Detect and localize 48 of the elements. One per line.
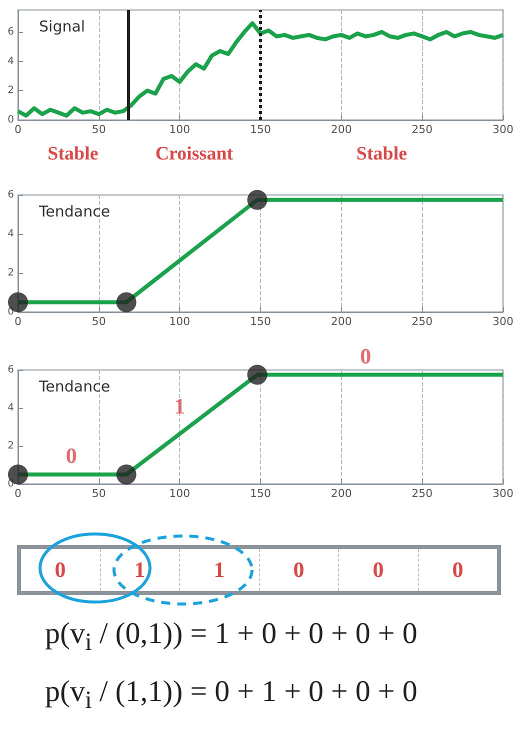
text: Tendance (38, 378, 110, 396)
text: Stable (48, 144, 98, 164)
annotation: 0 (66, 443, 77, 468)
y-tick-label: 0 (8, 306, 14, 318)
line-series (16, 21, 505, 118)
x-tick-label: 200 (330, 123, 352, 136)
text: Signal (39, 18, 86, 36)
y-tick-label: 4 (8, 56, 14, 67)
text: p(v$_{i}$ / (1,1)) = 0 + 1 + 0 + 0 + 0 (45, 675, 418, 715)
x-tick-label: 300 (492, 123, 514, 136)
text: Stable (356, 144, 408, 164)
category-label: 0 (418, 549, 497, 591)
text: Croissant (155, 144, 234, 164)
x-tick-label: 150 (250, 487, 271, 500)
x-tick-label: 50 (92, 315, 106, 328)
category-label: 0 (258, 549, 338, 591)
y-tick-label: 2 (8, 268, 14, 278)
annotation: 0 (360, 343, 372, 368)
x-tick-label: 50 (92, 123, 106, 136)
x-tick-label: 200 (330, 315, 352, 328)
x-tick-label: 250 (412, 315, 433, 328)
x-tick-label: 250 (412, 123, 433, 136)
annotation: 1 (174, 394, 186, 419)
y-tick-label: 4 (8, 228, 14, 240)
x-tick-label: 300 (492, 487, 514, 500)
category-label: 0 (338, 549, 418, 591)
text: Tendance (38, 202, 110, 220)
y-tick-label: 2 (8, 440, 14, 452)
y-tick-label: 6 (8, 190, 14, 200)
x-tick-label: 50 (92, 487, 106, 500)
category-label: 1 (100, 549, 179, 591)
x-tick-label: 100 (169, 487, 190, 500)
x-tick-label: 200 (330, 487, 352, 500)
y-tick-label: 6 (8, 26, 14, 38)
y-tick-label: 4 (8, 402, 14, 414)
y-tick-label: 0 (8, 478, 14, 490)
x-tick-label: 150 (250, 315, 271, 328)
x-tick-label: 300 (492, 315, 514, 328)
x-tick-label: 100 (169, 315, 190, 328)
x-tick-label: 150 (250, 123, 271, 136)
category-label: 1 (179, 549, 258, 591)
x-tick-label: 100 (169, 123, 190, 136)
text: p(v$_{i}$ / (0,1)) = 1 + 0 + 0 + 0 + 0 (45, 617, 418, 657)
y-tick-label: 6 (8, 364, 14, 376)
y-tick-label: 2 (8, 85, 14, 96)
x-tick-label: 250 (412, 487, 433, 500)
y-tick-label: 0 (8, 114, 14, 126)
category-label: 0 (54, 556, 67, 584)
